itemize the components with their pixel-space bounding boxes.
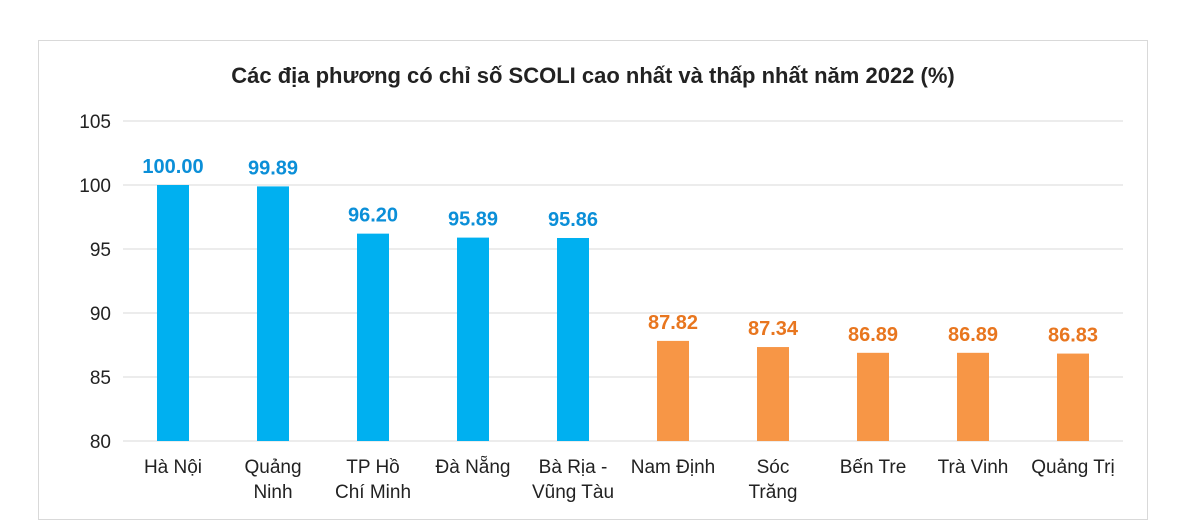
chart-title: Các địa phương có chỉ số SCOLI cao nhất … bbox=[231, 63, 955, 88]
data-label: 95.89 bbox=[448, 209, 498, 231]
x-tick-label: Bến Tre bbox=[840, 457, 907, 478]
y-tick-label: 95 bbox=[90, 240, 111, 261]
data-label: 86.89 bbox=[848, 324, 898, 346]
x-tick-label: Nam Định bbox=[631, 457, 715, 478]
x-tick-label: Quảng Ninh bbox=[244, 457, 301, 503]
bar bbox=[957, 352, 989, 441]
bar bbox=[757, 347, 789, 441]
x-tick-label: Trà Vinh bbox=[938, 457, 1009, 478]
bar bbox=[357, 233, 389, 441]
chart-frame: Các địa phương có chỉ số SCOLI cao nhất … bbox=[38, 40, 1148, 520]
data-label: 95.86 bbox=[548, 209, 598, 231]
data-label: 87.34 bbox=[748, 318, 799, 340]
x-tick-label: Hà Nội bbox=[144, 457, 202, 478]
bars bbox=[157, 185, 1089, 441]
y-axis-ticks: 80 85 90 95 100 105 bbox=[79, 112, 111, 453]
y-tick-label: 100 bbox=[79, 176, 111, 197]
x-tick-label: Sóc Trăng bbox=[749, 457, 798, 503]
x-tick-label: Quảng Trị bbox=[1031, 457, 1114, 478]
data-label: 99.89 bbox=[248, 157, 298, 179]
bar bbox=[557, 237, 589, 441]
bar bbox=[457, 237, 489, 441]
data-labels: 100.00 99.89 96.20 95.89 95.86 87.82 87.34 86.8… bbox=[142, 156, 1098, 347]
data-label: 86.89 bbox=[948, 324, 998, 346]
y-tick-label: 90 bbox=[90, 304, 111, 325]
y-tick-label: 80 bbox=[90, 432, 111, 453]
gridlines bbox=[123, 120, 1123, 442]
data-label: 86.83 bbox=[1048, 325, 1098, 347]
bar bbox=[157, 185, 189, 441]
x-tick-label: Bà Rịa -Vũng Tàu bbox=[532, 457, 614, 503]
bar bbox=[257, 186, 289, 441]
y-tick-label: 85 bbox=[90, 368, 111, 389]
bar bbox=[1057, 353, 1089, 441]
x-axis-ticks: Hà Nội Quảng Ninh TP Hồ Chí Minh Đà Nẵng Bà Rị… bbox=[144, 457, 1115, 503]
bar bbox=[657, 340, 689, 441]
x-tick-label: TP Hồ Chí Minh bbox=[335, 457, 411, 503]
bar bbox=[857, 352, 889, 441]
data-label: 87.82 bbox=[648, 312, 698, 334]
data-label: 96.20 bbox=[348, 205, 398, 227]
x-tick-label: Đà Nẵng bbox=[436, 457, 511, 478]
y-tick-label: 105 bbox=[79, 112, 111, 133]
bar-chart: Các địa phương có chỉ số SCOLI cao nhất … bbox=[79, 63, 1123, 503]
data-label: 100.00 bbox=[142, 156, 203, 178]
